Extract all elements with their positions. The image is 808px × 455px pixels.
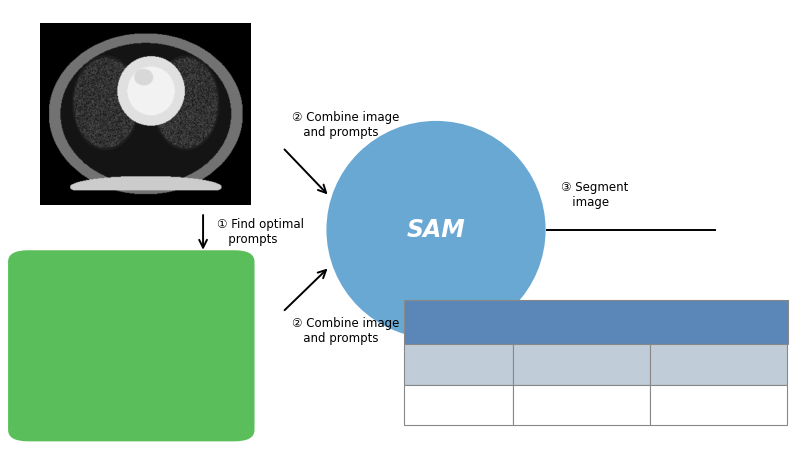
Text: SAM: SAM: [406, 218, 465, 242]
Text: ① Find optimal
   prompts: ① Find optimal prompts: [217, 217, 304, 246]
Text: 91.45 %: 91.45 %: [559, 400, 605, 410]
Text: Lung CT: Lung CT: [734, 316, 781, 329]
Text: Prompt
Generation
Algorithm: Prompt Generation Algorithm: [70, 314, 192, 377]
Text: ③ Segment
   image: ③ Segment image: [562, 181, 629, 209]
Text: ② Combine image
   and prompts: ② Combine image and prompts: [292, 318, 399, 345]
Text: Jaccard Index: Jaccard Index: [540, 360, 624, 370]
Text: Dice Score: Dice Score: [686, 360, 752, 370]
Text: 94.95 %: 94.95 %: [696, 400, 742, 410]
Text: ② Combine image
   and prompts: ② Combine image and prompts: [292, 111, 399, 139]
Text: Average: Average: [457, 400, 508, 410]
Ellipse shape: [326, 121, 545, 339]
